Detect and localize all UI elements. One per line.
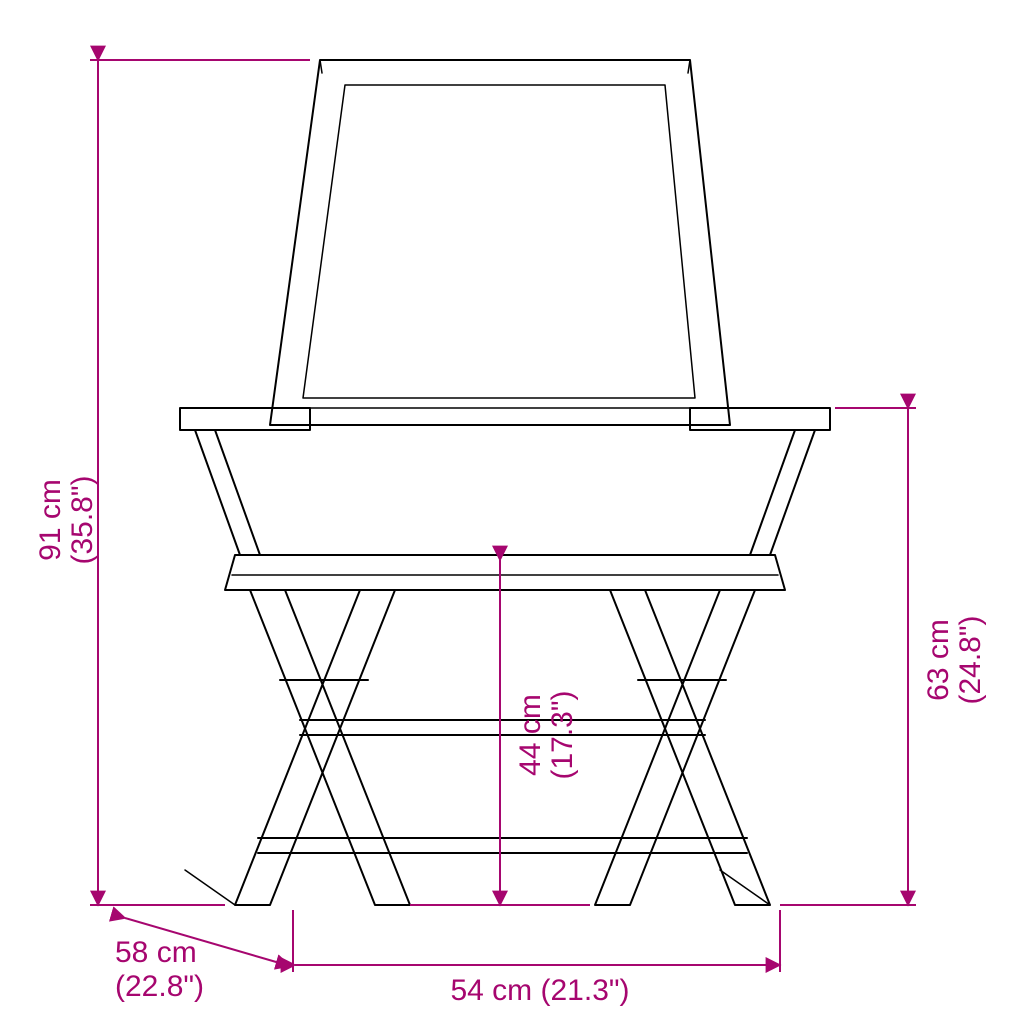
dim-width: 54 cm (21.3") xyxy=(295,910,780,1007)
dim-width-cm: 54 cm (21.3") xyxy=(450,974,629,1007)
chair-drawing xyxy=(180,60,830,905)
dim-depth-cm: 58 cm xyxy=(115,936,197,969)
dim-height-total-cm: 91 cm xyxy=(34,479,67,561)
dim-height-total: 91 cm (35.8") xyxy=(34,60,310,905)
dim-depth: 58 cm (22.8") xyxy=(115,910,293,1003)
dim-height-seat-cm: 44 cm xyxy=(514,694,547,776)
dimension-annotations: .arrow-fill { fill: var(--dimc); } 91 cm… xyxy=(34,60,987,1007)
dim-height-arm-cm: 63 cm xyxy=(922,619,955,701)
dim-depth-in: (22.8") xyxy=(115,970,204,1003)
dim-height-arm: 63 cm (24.8") xyxy=(780,408,987,905)
dim-height-total-in: (35.8") xyxy=(66,475,99,564)
chair-dimension-diagram: .arrow-fill { fill: var(--dimc); } 91 cm… xyxy=(0,0,1024,1024)
dim-height-arm-in: (24.8") xyxy=(954,615,987,704)
dim-height-seat-in: (17.3") xyxy=(546,690,579,779)
